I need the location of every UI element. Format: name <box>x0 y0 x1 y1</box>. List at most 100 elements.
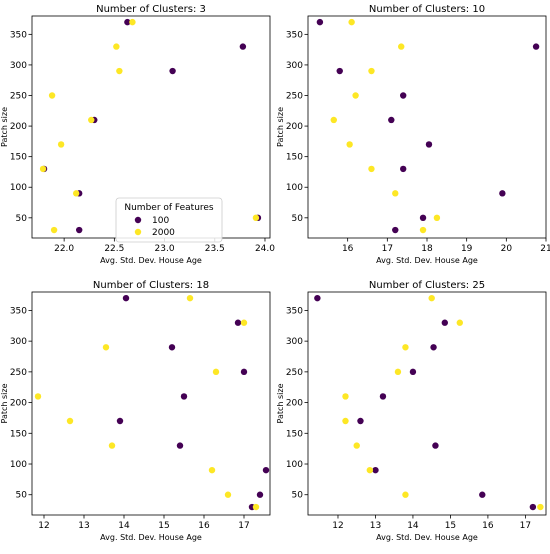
scatter-point-2000 <box>39 165 47 173</box>
scatter-point-100 <box>122 294 130 302</box>
scatter-point-2000 <box>419 226 427 234</box>
scatter-point-2000 <box>212 368 220 376</box>
y-tick-label: 300 <box>10 337 27 347</box>
scatter-point-2000 <box>252 503 260 511</box>
x-tick-label: 15 <box>445 521 456 531</box>
legend-box <box>115 197 223 243</box>
scatter-point-100 <box>499 190 506 197</box>
x-tick-label: 19 <box>461 244 473 254</box>
y-axis-label: Patch size <box>0 107 9 147</box>
scatter-point-2000 <box>353 442 360 449</box>
scatter-point-2000 <box>129 18 136 26</box>
scatter-point-100 <box>409 368 417 376</box>
x-tick-label: 22.5 <box>104 244 124 254</box>
x-axis-label: Avg. Std. Dev. House Age <box>100 533 202 542</box>
scatter-point-100 <box>432 442 439 449</box>
x-tick-label: 23.5 <box>205 244 225 254</box>
chart-panel-1: Number of Clusters: 3 22.0 22.5 23.0 23.5 24.… <box>0 4 275 265</box>
x-tick-label: 20 <box>501 244 513 254</box>
chart-title: Number of Clusters: 10 <box>369 4 485 15</box>
y-tick-label: 200 <box>286 399 303 409</box>
y-tick-label: 150 <box>10 429 27 439</box>
scatter-point-100 <box>379 393 387 400</box>
chart-panel-4: Number of Clusters: 25 12 13 14 15 16 17 50 100 1… <box>276 280 547 542</box>
x-tick-label: 16 <box>198 521 210 531</box>
x-tick-label: 12 <box>332 521 343 531</box>
y-tick-label: 300 <box>10 61 27 71</box>
scatter-point-2000 <box>366 466 374 474</box>
x-axis-label: Avg. Std. Dev. House Age <box>376 533 478 542</box>
scatter-point-100 <box>532 43 540 50</box>
scatter-point-2000 <box>34 393 42 400</box>
scatter-point-100 <box>400 92 407 99</box>
scatter-point-100 <box>419 214 427 222</box>
y-tick-label: 100 <box>10 183 27 193</box>
x-tick-label: 16 <box>482 521 494 531</box>
x-tick-label: 15 <box>158 521 169 531</box>
y-tick-label: 100 <box>10 460 27 470</box>
chart-panel-2: Number of Clusters: 10 16 17 18 19 20 21 50 100 1… <box>276 4 550 265</box>
legend-label-100: 100 <box>152 216 169 226</box>
legend-marker-2000 <box>134 228 142 236</box>
y-tick-label: 50 <box>16 214 28 224</box>
scatter-point-2000 <box>537 503 544 511</box>
y-axis-label: Patch size <box>276 107 285 147</box>
x-tick-label: 24.0 <box>255 244 275 254</box>
scatter-point-2000 <box>348 18 355 26</box>
scatter-point-2000 <box>346 141 353 148</box>
scatter-point-2000 <box>428 294 435 302</box>
legend-title: Number of Features <box>124 203 214 213</box>
y-tick-label: 350 <box>286 30 303 40</box>
x-tick-label: 13 <box>78 521 89 531</box>
plot-frame <box>31 291 271 516</box>
y-tick-label: 250 <box>10 92 27 102</box>
scatter-point-100 <box>256 491 264 498</box>
y-tick-label: 300 <box>286 337 303 347</box>
y-tick-label: 150 <box>286 429 303 439</box>
scatter-point-2000 <box>72 190 80 197</box>
y-tick-label: 200 <box>10 122 27 132</box>
chart-title: Number of Clusters: 25 <box>369 280 485 291</box>
y-tick-label: 100 <box>286 183 303 193</box>
x-tick-label: 17 <box>382 244 393 254</box>
x-tick-label: 14 <box>407 521 419 531</box>
scatter-point-100 <box>357 417 364 425</box>
scatter-point-100 <box>314 294 321 302</box>
x-axis-label: Avg. Std. Dev. House Age <box>376 256 478 265</box>
scatter-point-100 <box>479 491 486 498</box>
y-tick-label: 50 <box>292 491 304 501</box>
scatter-point-2000 <box>116 67 123 75</box>
scatter-point-100 <box>75 226 83 234</box>
x-tick-label: 14 <box>118 521 130 531</box>
x-tick-label: 16 <box>342 244 354 254</box>
scatter-point-2000 <box>66 417 74 425</box>
scatter-point-2000 <box>398 43 405 50</box>
scatter-point-2000 <box>392 190 399 197</box>
y-tick-label: 250 <box>10 368 27 378</box>
y-tick-label: 350 <box>286 306 303 316</box>
scatter-point-2000 <box>186 294 194 302</box>
y-tick-label: 200 <box>286 122 303 132</box>
y-tick-label: 150 <box>286 153 303 163</box>
scatter-point-100 <box>116 417 124 425</box>
scatter-point-2000 <box>402 491 409 498</box>
scatter-point-100 <box>372 466 379 474</box>
scatter-point-2000 <box>456 319 463 326</box>
scatter-point-100 <box>239 43 247 50</box>
scatter-point-2000 <box>48 92 56 99</box>
y-tick-label: 300 <box>286 61 303 71</box>
scatter-point-100 <box>336 67 343 75</box>
scatter-point-100 <box>168 344 176 351</box>
scatter-point-2000 <box>224 491 232 498</box>
legend-label-2000: 2000 <box>152 228 175 238</box>
scatter-point-100 <box>240 368 248 376</box>
scatter-point-2000 <box>352 92 359 99</box>
scatter-point-2000 <box>108 442 116 449</box>
x-axis-label: Avg. Std. Dev. House Age <box>100 256 202 265</box>
scatter-point-2000 <box>402 344 409 351</box>
y-tick-label: 250 <box>286 368 303 378</box>
x-tick-label: 13 <box>370 521 381 531</box>
scatter-point-2000 <box>433 214 441 222</box>
legend-marker-100 <box>134 216 142 224</box>
